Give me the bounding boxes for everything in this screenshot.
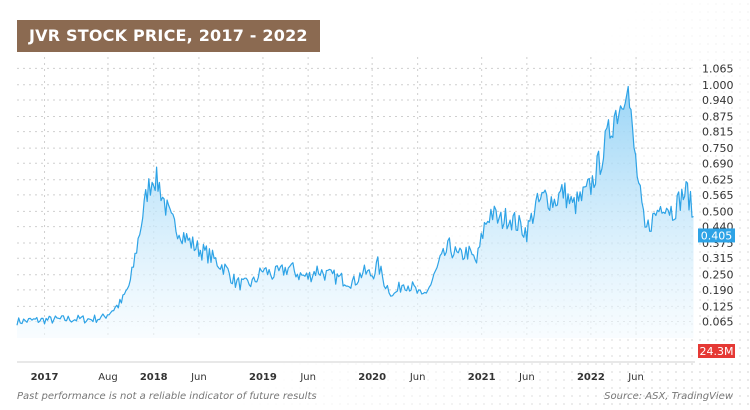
- x-tick-label: 2018: [140, 372, 168, 383]
- value-badges: 0.405 24.3M: [698, 228, 735, 358]
- y-tick-label: 0.315: [702, 252, 734, 265]
- x-tick-label: 2017: [31, 372, 59, 383]
- x-tick-label: 2019: [249, 372, 277, 383]
- last-price-label: 0.405: [701, 229, 733, 242]
- y-tick-label: 1.000: [702, 79, 734, 92]
- x-tick-label: Jun: [627, 372, 644, 383]
- y-tick-label: 0.500: [702, 205, 734, 218]
- area-fill: [17, 86, 694, 338]
- x-tick-label: Jun: [518, 372, 535, 383]
- y-tick-label: 0.125: [702, 300, 734, 313]
- chart-title: JVR STOCK PRICE, 2017 - 2022: [17, 20, 320, 52]
- y-tick-label: 0.815: [702, 126, 734, 139]
- price-line: [16, 85, 694, 326]
- y-tick-label: 1.065: [702, 62, 734, 75]
- source-text: Source: ASX, TradingView: [604, 391, 733, 402]
- y-tick-label: 0.690: [702, 157, 734, 170]
- x-axis-ticks: 2017 Aug 2018 Jun 2019 Jun 2020 Jun 2021 Jun 2022 J…: [31, 372, 644, 383]
- volume-label: 24.3M: [700, 345, 734, 358]
- y-axis-ticks: 1.065 1.000 0.940 0.875 0.815 0.750 0.690 0.625…: [702, 62, 734, 328]
- disclaimer-text: Past performance is not a reliable indic…: [17, 391, 317, 402]
- x-tick-label: Jun: [409, 372, 426, 383]
- x-tick-label: Aug: [98, 372, 118, 383]
- y-tick-label: 0.625: [702, 174, 734, 187]
- x-tick-label: Jun: [190, 372, 207, 383]
- last-price-badge: [698, 228, 735, 243]
- price-area: [16, 85, 694, 338]
- x-tick-label: Jun: [299, 372, 316, 383]
- y-tick-label: 0.940: [702, 94, 734, 107]
- y-tick-label: 0.065: [702, 316, 734, 329]
- y-tick-label: 0.250: [702, 269, 734, 282]
- y-tick-label: 0.190: [702, 284, 734, 297]
- x-tick-label: 2022: [577, 372, 605, 383]
- y-tick-label: 0.565: [702, 189, 734, 202]
- x-tick-label: 2020: [358, 372, 386, 383]
- y-tick-label: 0.750: [702, 142, 734, 155]
- y-tick-label: 0.875: [702, 110, 734, 123]
- x-tick-label: 2021: [468, 372, 496, 383]
- volume-badge: [698, 344, 735, 358]
